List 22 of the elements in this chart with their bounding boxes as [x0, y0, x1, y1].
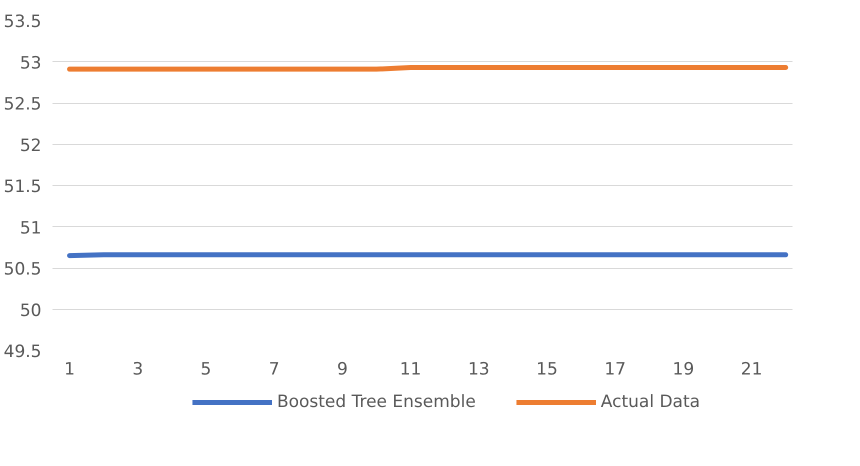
x-tick-label: 19: [672, 360, 694, 380]
y-tick-label: 50.5: [4, 260, 42, 280]
y-tick-label: 53: [20, 53, 42, 74]
y-tick-label: 52.5: [4, 94, 42, 114]
x-tick-label: 15: [536, 360, 558, 380]
x-tick-label: 17: [604, 360, 626, 380]
y-tick-label: 50: [20, 300, 42, 321]
x-tick-label: 13: [468, 360, 490, 380]
x-tick-label: 9: [336, 360, 348, 380]
y-tick-label: 53.5: [4, 12, 42, 32]
legend-label: Boosted Tree Ensemble: [276, 392, 476, 412]
x-tick-label: 3: [132, 360, 144, 380]
x-tick-label: 21: [740, 360, 762, 380]
y-tick-label: 51.5: [4, 177, 42, 197]
y-tick-label: 52: [20, 136, 42, 156]
x-tick-label: 11: [400, 360, 422, 380]
y-tick-label: 51: [20, 218, 42, 238]
x-tick-label: 5: [200, 360, 212, 380]
legend-label: Actual Data: [600, 392, 700, 412]
x-tick-label: 7: [268, 360, 280, 380]
y-tick-label: 49.5: [4, 342, 42, 362]
x-tick-label: 1: [64, 360, 75, 380]
